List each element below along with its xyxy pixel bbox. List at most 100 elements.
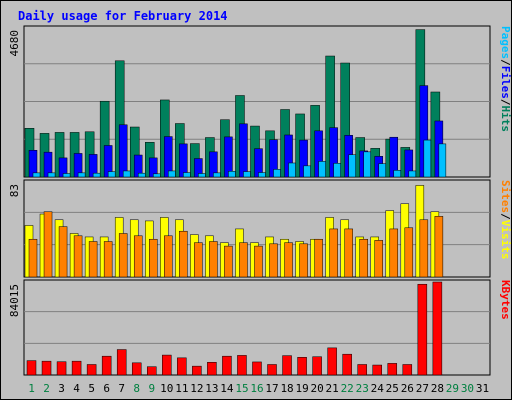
bar-pages-day-15 — [243, 171, 251, 178]
bar-sites-day-21 — [329, 228, 338, 278]
x-tick-label-day-24: 24 — [371, 382, 385, 395]
x-tick-label-day-22: 22 — [341, 382, 354, 395]
bar-kbytes-day-1 — [26, 360, 37, 376]
bar-pages-day-20 — [318, 161, 326, 178]
bar-kbytes-day-14 — [222, 355, 232, 376]
ymax-label-visits: 83 — [8, 184, 21, 197]
bar-kbytes-day-8 — [131, 362, 142, 376]
axis-label-part: / — [499, 99, 512, 106]
axis-label-part: Files — [499, 66, 512, 99]
x-tick-label-day-30: 30 — [461, 382, 474, 395]
bar-kbytes-day-11 — [177, 357, 187, 376]
bar-pages-day-19 — [303, 165, 311, 178]
bar-pages-day-24 — [378, 163, 386, 178]
ymax-label-usage: 4680 — [8, 30, 21, 57]
bar-sites-day-28 — [434, 216, 444, 278]
bar-pages-day-14 — [228, 171, 236, 178]
bar-sites-day-2 — [43, 211, 53, 278]
bar-sites-day-17 — [269, 243, 278, 278]
bar-sites-day-25 — [389, 228, 399, 278]
bar-sites-day-19 — [299, 243, 308, 278]
bar-sites-day-10 — [164, 235, 173, 278]
bar-sites-day-22 — [344, 228, 353, 278]
bar-pages-day-10 — [168, 170, 176, 178]
bar-kbytes-day-10 — [162, 354, 172, 376]
bar-pages-day-8 — [137, 172, 146, 178]
bar-sites-day-5 — [88, 241, 98, 278]
bar-files-day-11 — [179, 143, 188, 178]
ymax-label-kbytes: 84015 — [8, 284, 21, 317]
bar-kbytes-day-3 — [56, 361, 67, 376]
bar-kbytes-day-15 — [237, 355, 247, 376]
chart-title: Daily usage for February 2014 — [18, 9, 228, 23]
x-tick-label-day-29: 29 — [446, 382, 459, 395]
bar-sites-day-24 — [374, 240, 383, 278]
x-tick-label-day-13: 13 — [205, 382, 218, 395]
bar-pages-day-3 — [62, 173, 71, 178]
x-tick-label-day-1: 1 — [28, 382, 35, 395]
axis-label-part: / — [499, 213, 512, 220]
x-tick-label-day-7: 7 — [118, 382, 125, 395]
bar-pages-day-16 — [258, 172, 266, 178]
axis-label-visits: Sites/Visits — [499, 180, 512, 260]
bar-pages-day-23 — [363, 151, 371, 178]
bar-sites-day-26 — [404, 227, 414, 278]
bar-kbytes-day-7 — [116, 349, 127, 376]
x-tick-label-day-20: 20 — [311, 382, 324, 395]
bar-pages-day-21 — [333, 163, 341, 178]
bar-files-day-14 — [224, 136, 233, 178]
x-tick-label-day-28: 28 — [431, 382, 444, 395]
bar-sites-day-4 — [73, 235, 83, 278]
bar-kbytes-day-17 — [267, 364, 277, 376]
x-tick-label-day-21: 21 — [326, 382, 339, 395]
axis-label-part: Sites — [499, 180, 512, 213]
bar-kbytes-day-6 — [101, 355, 112, 376]
x-tick-label-day-31: 31 — [476, 382, 489, 395]
bar-kbytes-day-2 — [41, 360, 52, 376]
bar-pages-day-22 — [348, 154, 356, 178]
bar-kbytes-day-22 — [342, 353, 352, 376]
x-tick-label-day-12: 12 — [190, 382, 203, 395]
bar-sites-day-1 — [28, 238, 38, 278]
x-tick-label-day-8: 8 — [133, 382, 140, 395]
x-tick-label-day-25: 25 — [386, 382, 399, 395]
x-tick-label-day-9: 9 — [148, 382, 155, 395]
bar-sites-day-13 — [209, 241, 218, 278]
x-tick-label-day-6: 6 — [103, 382, 110, 395]
x-tick-label-day-18: 18 — [280, 382, 293, 395]
bar-pages-day-27 — [423, 139, 432, 178]
axis-label-usage: Pages/Files/Hits — [499, 26, 512, 132]
bar-sites-day-15 — [239, 242, 248, 278]
bar-files-day-7 — [118, 124, 128, 178]
bar-kbytes-day-4 — [71, 360, 82, 376]
bar-sites-day-12 — [194, 242, 203, 278]
bar-sites-day-3 — [58, 226, 68, 278]
bar-sites-day-20 — [314, 238, 323, 278]
bar-sites-day-23 — [359, 238, 368, 278]
x-tick-label-day-17: 17 — [265, 382, 278, 395]
bar-pages-day-11 — [183, 172, 191, 178]
bar-kbytes-day-26 — [402, 364, 413, 376]
bar-pages-day-7 — [122, 170, 131, 178]
bar-sites-day-8 — [133, 235, 143, 278]
bar-kbytes-day-12 — [192, 365, 202, 376]
x-tick-label-day-3: 3 — [58, 382, 65, 395]
x-tick-label-day-5: 5 — [88, 382, 95, 395]
bar-sites-day-14 — [224, 245, 233, 278]
bar-kbytes-day-18 — [282, 355, 292, 376]
x-tick-label-day-26: 26 — [401, 382, 414, 395]
bar-sites-day-7 — [118, 233, 128, 278]
bar-kbytes-day-21 — [327, 347, 337, 376]
bar-kbytes-day-25 — [387, 363, 398, 376]
bar-sites-day-18 — [284, 242, 293, 278]
x-tick-label-day-16: 16 — [250, 382, 263, 395]
bar-sites-day-16 — [254, 245, 263, 278]
x-tick-label-day-23: 23 — [356, 382, 369, 395]
bar-pages-day-13 — [213, 172, 221, 178]
bar-sites-day-9 — [149, 238, 158, 278]
x-tick-label-day-11: 11 — [175, 382, 188, 395]
bar-pages-day-6 — [107, 171, 116, 178]
bar-pages-day-9 — [153, 173, 161, 178]
